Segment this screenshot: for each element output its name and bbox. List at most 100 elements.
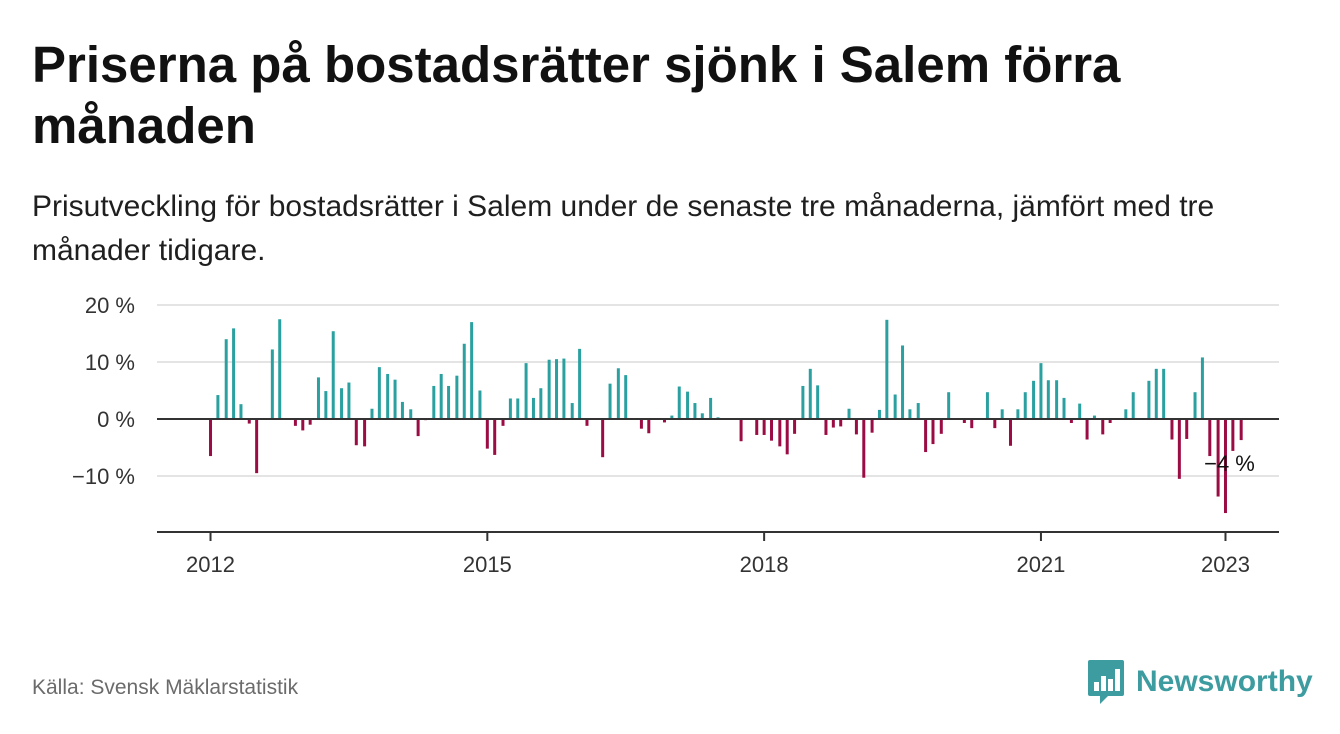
bar xyxy=(331,331,335,419)
bar xyxy=(516,398,520,419)
bar xyxy=(1023,392,1027,419)
bar xyxy=(370,408,374,419)
bar xyxy=(447,385,451,419)
bar xyxy=(877,409,881,419)
bar xyxy=(439,373,443,419)
bar xyxy=(547,359,551,419)
x-tick-label: 2023 xyxy=(1201,552,1250,577)
bar xyxy=(770,419,774,441)
bar xyxy=(931,419,935,445)
axes xyxy=(157,418,1279,533)
bar xyxy=(709,397,713,419)
bar xyxy=(624,375,628,419)
bar xyxy=(1055,380,1059,419)
bar xyxy=(278,319,282,419)
chart-subtitle: Prisutveckling för bostadsrätter i Salem… xyxy=(32,190,1215,267)
bar xyxy=(578,348,582,419)
bar xyxy=(1208,419,1212,457)
bar xyxy=(677,386,681,419)
bar xyxy=(1000,409,1004,419)
x-tick-label: 2018 xyxy=(740,552,789,577)
y-axis-ticks: 20 % 10 % 0 % −10 % xyxy=(72,293,135,489)
bar xyxy=(778,419,782,447)
newsworthy-logo-icon xyxy=(1088,660,1124,704)
bar xyxy=(885,319,889,419)
brand-name: Newsworthy xyxy=(1136,665,1313,698)
y-tick-label: 20 % xyxy=(85,293,135,318)
bar xyxy=(562,358,566,419)
bar xyxy=(324,391,328,419)
y-tick-label: 0 % xyxy=(97,407,135,432)
bar xyxy=(308,419,312,425)
bar xyxy=(608,383,612,419)
source-note: Källa: Svensk Mäklarstatistik xyxy=(32,676,299,699)
bar xyxy=(662,419,666,423)
bar xyxy=(239,404,243,419)
bar xyxy=(570,403,574,419)
bar xyxy=(1078,403,1082,419)
bar xyxy=(524,363,528,419)
bar xyxy=(493,419,497,455)
y-tick-label: 10 % xyxy=(85,350,135,375)
bar xyxy=(693,403,697,419)
bar xyxy=(924,419,928,453)
bar xyxy=(462,343,466,419)
bar xyxy=(585,419,589,426)
bar xyxy=(847,408,851,419)
bar xyxy=(1039,363,1043,419)
bar xyxy=(962,419,966,423)
bars xyxy=(209,319,1243,514)
bar xyxy=(755,419,759,435)
bar xyxy=(793,419,797,434)
bar xyxy=(1085,419,1089,440)
bar xyxy=(700,413,704,419)
bar xyxy=(1162,368,1166,419)
bar xyxy=(224,339,228,419)
bar xyxy=(485,419,489,449)
bar xyxy=(539,388,543,419)
bar xyxy=(647,419,651,434)
bar xyxy=(555,359,559,419)
bar xyxy=(985,392,989,419)
bar xyxy=(1200,357,1204,419)
newsworthy-logo: Newsworthy xyxy=(1088,660,1313,704)
bar xyxy=(501,419,505,426)
bar xyxy=(824,419,828,435)
y-tick-label: −10 % xyxy=(72,464,135,489)
bar xyxy=(839,419,843,427)
bar xyxy=(363,419,367,447)
bar xyxy=(354,419,358,446)
bar xyxy=(639,419,643,429)
bar xyxy=(1101,419,1105,435)
bar xyxy=(1216,419,1220,497)
bar xyxy=(1016,409,1020,419)
chart-title: Priserna på bostadsrätter sjönk i Salem … xyxy=(32,36,1121,154)
bar xyxy=(862,419,866,478)
bar xyxy=(293,419,297,426)
bar xyxy=(478,390,482,419)
x-axis-ticks: 2012 2015 2018 2021 2023 xyxy=(186,532,1250,577)
gridlines xyxy=(157,304,1279,477)
bar xyxy=(1124,409,1128,419)
bar xyxy=(616,368,620,419)
x-tick-label: 2012 xyxy=(186,552,235,577)
bar xyxy=(1131,392,1135,419)
bar xyxy=(1154,368,1158,419)
bar xyxy=(870,419,874,433)
bar xyxy=(686,391,690,419)
bar xyxy=(1108,419,1112,423)
bar xyxy=(209,419,213,457)
bar xyxy=(301,419,305,431)
bar xyxy=(947,392,951,419)
bar xyxy=(1032,380,1036,419)
annotation-label: −4 % xyxy=(1204,451,1255,476)
bar xyxy=(785,419,789,455)
bar xyxy=(409,409,413,419)
bar xyxy=(816,385,820,419)
bar xyxy=(247,419,251,424)
bar xyxy=(916,403,920,419)
bar xyxy=(386,373,390,419)
bar xyxy=(908,409,912,419)
bar xyxy=(1223,419,1227,514)
bar xyxy=(854,419,858,435)
